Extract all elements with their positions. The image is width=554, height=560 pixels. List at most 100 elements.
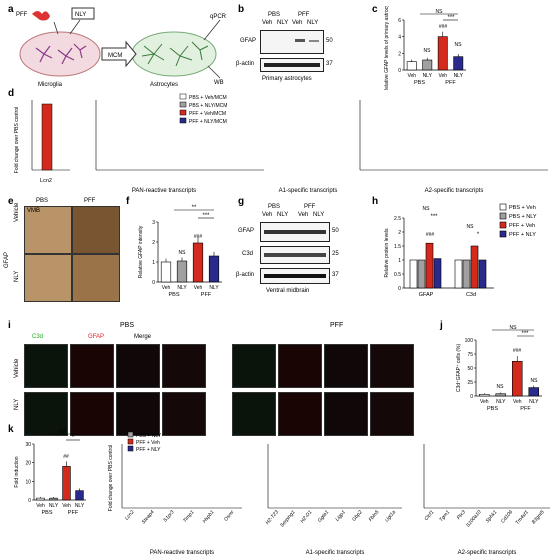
legend-swatch-0 — [127, 431, 134, 438]
microglia-cells — [35, 43, 87, 65]
group-pbs: PBS — [487, 406, 498, 412]
y-axis-label: Fold induction — [14, 456, 20, 487]
x-label-3: NLY — [75, 503, 85, 509]
group-pff: PFF — [520, 406, 531, 412]
i-row-veh: Vehicle — [14, 358, 20, 378]
gene-Ugt1a: Ugt1a — [384, 509, 397, 523]
x-label-1: NLY — [49, 503, 59, 509]
bar-1 — [495, 393, 506, 397]
sig-star: * — [477, 232, 480, 238]
bar-1 — [176, 260, 188, 283]
x-label-1: NLY — [177, 285, 187, 291]
bar-2 — [512, 360, 523, 397]
bar-GFAP-1 — [417, 259, 426, 289]
arrow-wb — [207, 65, 221, 79]
blot-b-row-gfap: GFAP — [240, 38, 257, 44]
legend-swatch-1 — [127, 438, 134, 445]
y-tick-label-2: 4 — [398, 35, 401, 41]
y-tick-label-0: 0 — [152, 280, 155, 286]
sig-ns: NS — [179, 250, 187, 256]
blot-g-lane-4: NLY — [313, 212, 325, 218]
chart-l: Fold change over PBS control Lcn2 Steap4 S1… — [108, 431, 550, 556]
i-image-r0-c5 — [278, 344, 322, 388]
blot-g-lane-3: Veh — [298, 212, 309, 218]
bar-lcn2 — [41, 103, 53, 171]
sig-hash: ### — [426, 232, 435, 238]
y-tick-label-3: 3 — [152, 220, 155, 226]
chart-h: 0 0.5 1 1.5 2 2.5 GFAP C3d Relative protein leve… — [384, 203, 537, 298]
gene-lcn2: Lcn2 — [40, 178, 52, 184]
group-pff: PFF — [201, 292, 212, 298]
y-tick-label-2: 2 — [152, 240, 155, 246]
panel-letter-g: g — [238, 196, 245, 207]
bar-1 — [422, 59, 433, 71]
x-label-0: GFAP — [419, 292, 434, 298]
gene-Timp1: Timp1 — [182, 509, 196, 524]
blot-b-row-actin: β-actin — [236, 61, 255, 67]
bar-3 — [208, 255, 220, 283]
gene-H2-D1: H2-D1 — [300, 509, 314, 524]
e-col-pff: PFF — [84, 198, 96, 204]
y-tick-label-1: 0.5 — [394, 272, 401, 278]
blot-b-group-pbs: PBS — [268, 12, 281, 18]
caption-pan: PAN-reactive transcripts — [132, 188, 196, 194]
gene-S1pr3: S1pr3 — [162, 509, 175, 523]
panel-letter-h: h — [372, 196, 379, 207]
y-tick-label-4: 100 — [465, 338, 474, 344]
caption-a1: A1-specific transcripts — [279, 188, 338, 194]
bar-C3d-3 — [478, 259, 487, 289]
blot-g-row-gfap: GFAP — [238, 228, 255, 234]
i-image-r1-c7 — [370, 392, 414, 436]
group-pbs: PBS — [41, 510, 52, 516]
y-axis-label: C3d⁺GFAP⁺ cells (%) — [456, 344, 462, 393]
gene-Gbp2: Gbp2 — [351, 509, 364, 522]
bar-GFAP-3 — [433, 258, 442, 289]
x-label-1: C3d — [466, 292, 476, 298]
blot-b-group-pff: PFF — [298, 12, 310, 18]
blot-g-row-c3d: C3d — [242, 251, 254, 257]
blot-g-lane-1: Veh — [262, 212, 273, 218]
panel-letter-c: c — [372, 4, 378, 15]
y-tick-label-0: 0 — [398, 286, 401, 292]
i-ch-merge: Merge — [134, 334, 152, 340]
e-col-pbs: PBS — [36, 198, 49, 204]
sig-star: * — [72, 435, 75, 441]
blot-g-group-pbs: PBS — [268, 204, 281, 210]
y-tick-label-3: 75 — [467, 352, 473, 358]
i-image-r0-c1 — [70, 344, 114, 388]
sig-hash: ### — [194, 234, 203, 240]
i-image-r1-c6 — [324, 392, 368, 436]
label-microglia: Microglia — [38, 82, 63, 88]
legend-label-0: PBS + NLY — [136, 433, 162, 439]
bar-0 — [406, 61, 417, 71]
panel-letter-j: j — [440, 320, 443, 331]
group-pbs: PBS — [168, 292, 179, 298]
y-axis-label: Fold change over PBS control — [108, 445, 114, 511]
bar-3 — [528, 387, 540, 397]
y-axis-label: Relative GFAP levels of primary astrocyt… — [384, 6, 390, 90]
y-tick-label-2: 20 — [25, 461, 31, 467]
gene-Ggta1: Ggta1 — [317, 509, 330, 523]
blot-b-caption: Primary astrocytes — [262, 76, 312, 82]
label-mcm: MCM — [108, 53, 122, 59]
x-label-1: NLY — [423, 73, 433, 79]
schematic-a: PFF NLY MCM Microglia Astrocytes qPCR WB — [16, 7, 227, 88]
legend-label-0: PBS + Veh/MCM — [189, 95, 227, 101]
caption-1: A1-specific transcripts — [306, 550, 365, 556]
bar-2 — [192, 242, 204, 283]
blot-g-lane-2: NLY — [277, 212, 289, 218]
i-image-r0-c7 — [370, 344, 414, 388]
y-tick-label-3: 1.5 — [394, 244, 401, 250]
legend-label-0: PBS + Veh — [509, 205, 536, 211]
sig-ns: NS — [60, 429, 68, 435]
panel-letter-i: i — [8, 320, 11, 331]
y-tick-label-5: 2.5 — [394, 216, 401, 222]
i-image-r1-c0 — [24, 392, 68, 436]
e-img-pff-nly — [72, 254, 120, 302]
panel-letter-d: d — [8, 88, 15, 99]
astrocyte-cells — [141, 41, 209, 67]
legend-swatch-2 — [179, 109, 187, 116]
bar-2 — [62, 466, 71, 501]
